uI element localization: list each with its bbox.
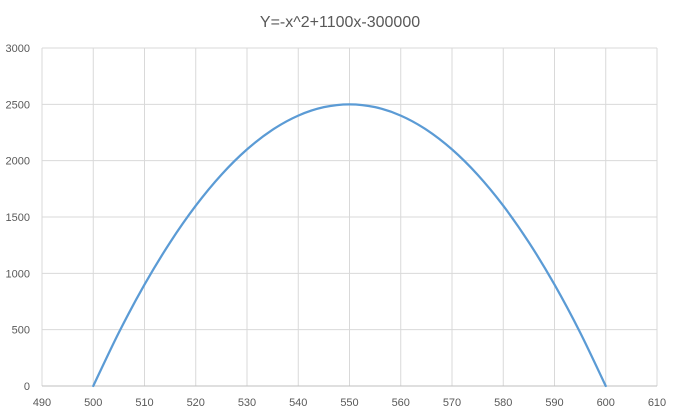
x-tick-label: 550 (340, 397, 358, 409)
series-layer (92, 103, 607, 388)
x-tick-label: 570 (443, 397, 461, 409)
x-tick-label: 580 (494, 397, 512, 409)
gridlines (41, 47, 658, 386)
y-tick-label: 2500 (6, 99, 30, 111)
tick-labels: 0 500 1000 1500 2000 2500 3000 490 500 510 520 530 5… (6, 43, 667, 409)
x-tick-label: 610 (648, 397, 666, 409)
x-tick-label: 490 (33, 397, 51, 409)
y-tick-label: 500 (12, 325, 30, 337)
x-tick-label: 520 (187, 397, 205, 409)
x-tick-label: 600 (597, 397, 615, 409)
y-tick-label: 0 (24, 381, 30, 393)
chart-title: Y=-x^2+1100x-300000 (260, 14, 420, 31)
y-tick-label: 1000 (6, 268, 30, 280)
x-tick-label: 590 (545, 397, 563, 409)
y-tick-label: 1500 (6, 212, 30, 224)
y-tick-label: 2000 (6, 156, 30, 168)
y-tick-label: 3000 (6, 43, 30, 55)
x-tick-label: 510 (135, 397, 153, 409)
series-line (92, 103, 607, 388)
x-tick-label: 500 (84, 397, 102, 409)
x-tick-label: 530 (238, 397, 256, 409)
x-tick-label: 560 (392, 397, 410, 409)
x-tick-label: 540 (289, 397, 307, 409)
